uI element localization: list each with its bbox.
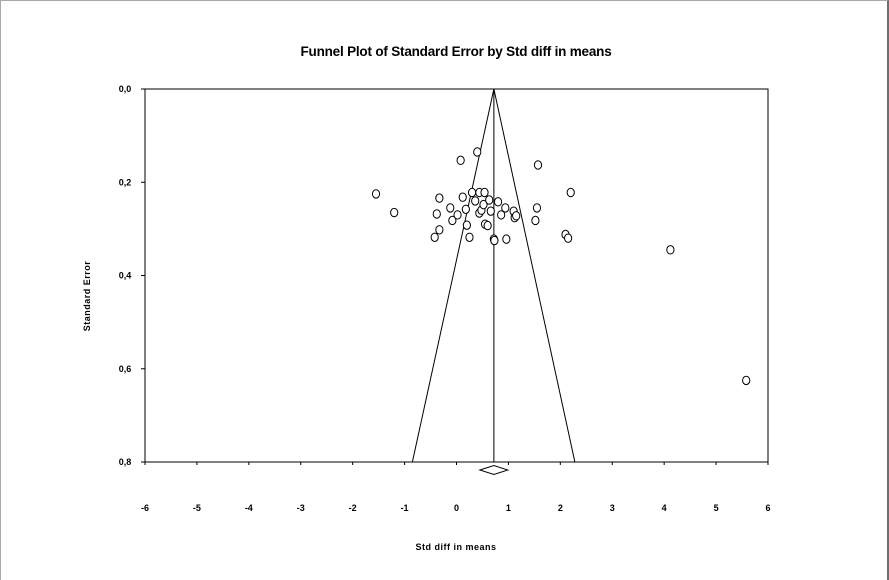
study-point [448,215,457,226]
study-point [390,207,399,218]
study-point [371,189,381,199]
study-point [479,199,488,210]
study-point [497,210,506,220]
study-point [533,160,543,170]
study-point [742,375,751,386]
study-point [531,215,540,226]
study-point [486,206,495,216]
study-point [501,203,510,213]
chart-title: Funnel Plot of Standard Error by Std dif… [300,44,611,59]
study-point [666,245,675,255]
study-point [512,211,521,221]
study-point [461,204,470,214]
x-tick-label: -6 [141,503,149,513]
study-point [435,225,444,235]
study-point [430,232,439,242]
study-point [566,187,575,198]
y-tick-label: 0,4 [119,271,132,281]
x-tick-label: 0 [454,503,459,513]
funnel-left-limit [411,88,495,463]
study-point [490,235,499,246]
plot-border [144,88,769,463]
y-axis-label: Standard Error [82,261,92,332]
x-tick-label: 6 [765,503,770,513]
x-tick-label: 5 [714,503,719,513]
study-point [453,210,462,220]
study-point [483,220,492,231]
study-point [446,203,455,213]
study-point [432,209,441,219]
x-tick-label: -1 [401,503,409,513]
x-tick-label: 1 [506,503,511,513]
study-point [458,192,467,202]
study-point [462,220,471,230]
plot-layer: 0,0 0,2 0,4 0,6 0,8 -6 -5 -4 -3 -2 -1 0 1 2 3 4 5 6 [119,84,771,513]
study-point [471,196,480,206]
study-point [473,147,482,157]
y-tick-label: 0,6 [119,364,132,374]
x-tick-label: -4 [245,503,253,513]
x-tick-label: -3 [297,503,305,513]
study-point [467,187,477,198]
y-tick-label: 0,2 [119,177,132,187]
study-point [465,232,474,242]
study-point [480,187,489,198]
y-tick-label: 0,8 [119,457,132,467]
study-point [485,195,494,205]
study-point [564,233,573,243]
x-axis-label: Std diff in means [415,542,496,552]
study-point [435,193,444,203]
x-tick-label: -5 [193,503,201,513]
study-point [493,197,503,207]
y-tick-label: 0,0 [119,84,132,94]
study-point [532,203,542,213]
x-tick-label: -2 [349,503,357,513]
study-point [456,155,465,166]
x-tick-label: 3 [610,503,615,513]
summary-diamond [478,464,510,476]
x-tick-label: 2 [558,503,563,513]
study-point [502,234,511,244]
funnel-right-limit [493,88,576,463]
x-tick-label: 4 [662,503,667,513]
